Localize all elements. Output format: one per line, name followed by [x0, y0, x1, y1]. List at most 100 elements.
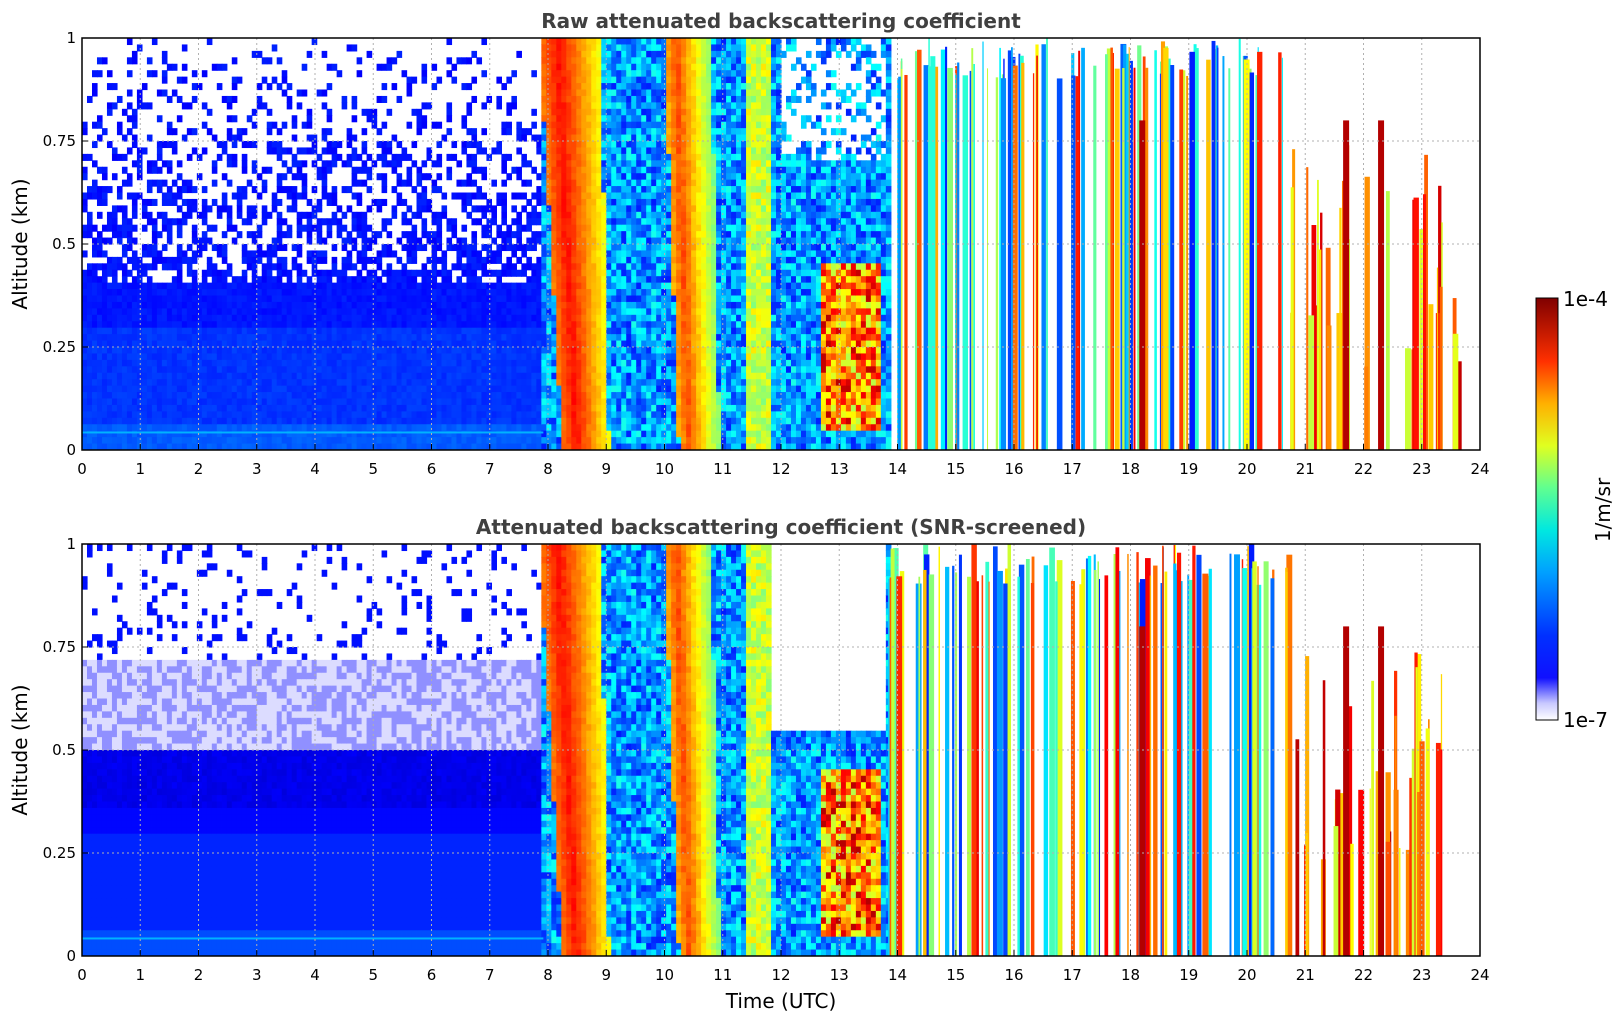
- heatmap-cell: [406, 334, 413, 342]
- heatmap-cell: [576, 63, 582, 71]
- heatmap-cell: [426, 392, 433, 400]
- heatmap-cell: [631, 366, 637, 374]
- heatmap-cell: [241, 282, 248, 290]
- heatmap-cell: [121, 205, 128, 213]
- heatmap-cell: [551, 141, 557, 149]
- heatmap-cell: [151, 347, 158, 355]
- heatmap-cell: [371, 314, 378, 322]
- heatmap-cell: [181, 256, 188, 264]
- heatmap-cell: [431, 334, 438, 342]
- heatmap-cell: [86, 289, 93, 297]
- heatmap-cell: [236, 398, 243, 406]
- heatmap-cell: [326, 372, 333, 380]
- heatmap-cell: [561, 141, 567, 149]
- heatmap-cell: [436, 282, 443, 290]
- heatmap-cell: [436, 237, 443, 245]
- heatmap-cell: [636, 430, 642, 438]
- heatmap-cell: [566, 134, 572, 142]
- heatmap-cell: [126, 327, 133, 335]
- heatmap-cell: [631, 295, 637, 303]
- heatmap-cell: [636, 237, 642, 245]
- heatmap-cell: [506, 392, 512, 400]
- heatmap-cell: [156, 379, 163, 387]
- heatmap-cell: [121, 334, 128, 342]
- heatmap-cell: [256, 192, 263, 200]
- heatmap-cell: [576, 263, 582, 271]
- heatmap-cell: [511, 295, 517, 303]
- heatmap-cell: [436, 411, 443, 419]
- heatmap-cell: [581, 134, 587, 142]
- heatmap-cell: [191, 256, 198, 264]
- heatmap-cell: [606, 89, 612, 97]
- heatmap-cell: [201, 231, 208, 239]
- heatmap-cell: [641, 250, 647, 258]
- heatmap-cell: [641, 38, 647, 46]
- heatmap-cell: [131, 366, 138, 374]
- heatmap-cell: [406, 205, 413, 213]
- heatmap-cell: [276, 218, 283, 226]
- heatmap-cell: [166, 295, 173, 303]
- heatmap-cell: [271, 237, 278, 245]
- heatmap-cell: [221, 398, 228, 406]
- heatmap-cell: [621, 115, 627, 123]
- heatmap-cell: [461, 198, 468, 206]
- heatmap-cell: [546, 314, 552, 322]
- heatmap-cell: [206, 372, 213, 380]
- heatmap-cell: [631, 289, 637, 297]
- heatmap-cell: [316, 385, 323, 393]
- heatmap-cell: [171, 218, 178, 226]
- heatmap-cell: [211, 269, 218, 277]
- heatmap-cell: [456, 353, 463, 361]
- heatmap-cell: [556, 321, 562, 329]
- heatmap-cell: [611, 295, 617, 303]
- heatmap-cell: [491, 289, 497, 297]
- heatmap-cell: [366, 437, 373, 445]
- heatmap-cell: [636, 417, 642, 425]
- heatmap-cell: [626, 289, 632, 297]
- heatmap-cell: [601, 57, 607, 65]
- heatmap-cell: [631, 237, 637, 245]
- heatmap-cell: [626, 83, 632, 91]
- heatmap-cell: [556, 70, 562, 78]
- heatmap-cell: [176, 76, 183, 84]
- heatmap-cell: [191, 334, 198, 342]
- heatmap-cell: [251, 237, 258, 245]
- heatmap-cell: [101, 327, 108, 335]
- heatmap-cell: [171, 385, 178, 393]
- heatmap-cell: [476, 192, 483, 200]
- heatmap-cell: [201, 70, 208, 78]
- heatmap-cell: [146, 417, 153, 425]
- heatmap-cell: [481, 353, 488, 361]
- heatmap-cell: [351, 404, 358, 412]
- heatmap-cell: [476, 250, 483, 258]
- heatmap-cell: [126, 392, 133, 400]
- heatmap-cell: [521, 282, 527, 290]
- heatmap-cell: [621, 186, 627, 194]
- heatmap-cell: [236, 334, 243, 342]
- heatmap-cell: [366, 224, 373, 232]
- heatmap-cell: [571, 237, 577, 245]
- heatmap-cell: [246, 321, 253, 329]
- heatmap-cell: [406, 340, 413, 348]
- heatmap-cell: [206, 295, 213, 303]
- heatmap-cell: [161, 353, 168, 361]
- heatmap-cell: [621, 256, 627, 264]
- heatmap-cell: [586, 166, 592, 174]
- heatmap-cell: [181, 359, 188, 367]
- heatmap-cell: [546, 231, 552, 239]
- heatmap-cell: [416, 301, 423, 309]
- heatmap-cell: [376, 141, 383, 149]
- heatmap-cell: [231, 76, 238, 84]
- heatmap-cell: [421, 282, 428, 290]
- heatmap-cell: [591, 121, 597, 129]
- heatmap-cell: [441, 295, 448, 303]
- heatmap-cell: [361, 295, 368, 303]
- heatmap-cell: [556, 430, 562, 438]
- heatmap-cell: [381, 404, 388, 412]
- heatmap-cell: [286, 186, 293, 194]
- heatmap-cell: [376, 372, 383, 380]
- heatmap-cell: [91, 430, 98, 438]
- heatmap-cell: [546, 379, 552, 387]
- heatmap-cell: [316, 256, 323, 264]
- heatmap-cell: [566, 443, 572, 450]
